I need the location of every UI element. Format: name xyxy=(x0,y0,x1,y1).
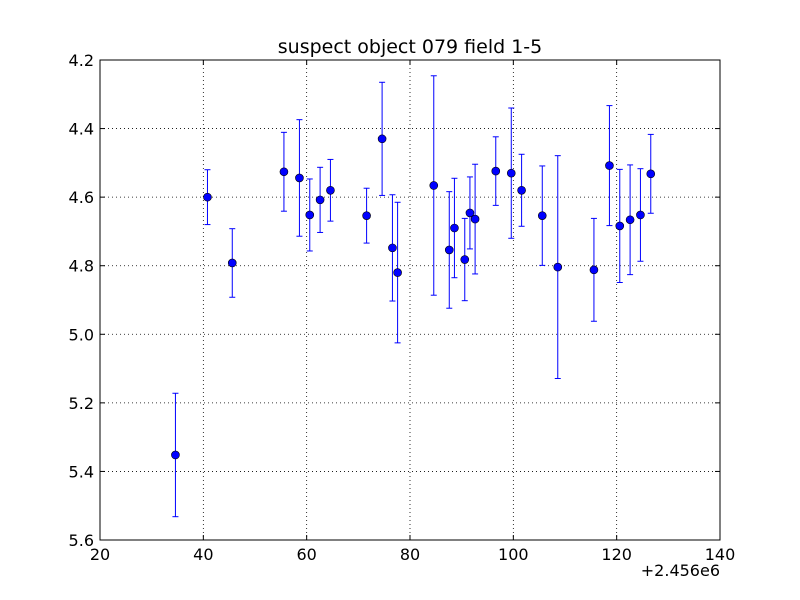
grid-layer xyxy=(100,60,720,540)
data-point xyxy=(377,134,387,144)
data-point xyxy=(444,245,454,255)
data-point xyxy=(429,181,439,190)
data-point xyxy=(279,167,289,177)
data-point xyxy=(470,214,480,224)
data-point xyxy=(636,210,645,220)
data-point xyxy=(227,258,237,268)
data-point xyxy=(646,169,656,179)
y-tick-label: 4.6 xyxy=(69,188,94,207)
y-tick-label: 5.4 xyxy=(69,462,94,481)
data-point xyxy=(605,161,614,170)
data-point xyxy=(203,192,212,202)
x-offset-label: +2.456e6 xyxy=(641,561,720,580)
tick-layer: 20 40 60 80 100 120 140 4.2 4.4 4.6 4.8 5.0 5.2 5.4 5.… xyxy=(69,51,736,564)
data-point xyxy=(465,208,475,218)
data-point xyxy=(553,262,563,272)
data-point xyxy=(491,166,501,176)
data-point xyxy=(295,173,304,183)
x-tick-label: 80 xyxy=(400,545,420,564)
data-point xyxy=(393,268,402,277)
data-point xyxy=(537,211,547,220)
y-tick-label: 4.2 xyxy=(69,51,94,70)
chart-title: suspect object 079 field 1-5 xyxy=(278,36,543,58)
x-tick-label: 120 xyxy=(601,545,632,564)
x-tick-label: 140 xyxy=(705,545,736,564)
y-tick-label: 5.0 xyxy=(69,325,94,344)
data-point xyxy=(362,211,371,220)
data-point xyxy=(305,210,315,220)
y-tick-label: 5.6 xyxy=(69,531,94,550)
data-point xyxy=(388,243,397,253)
data-point xyxy=(625,215,635,225)
data-point xyxy=(315,195,325,205)
data-point xyxy=(517,185,526,195)
data-point xyxy=(506,168,516,178)
x-tick-label: 60 xyxy=(296,545,316,564)
data-point xyxy=(615,221,625,231)
data-point xyxy=(171,450,180,460)
y-tick-label: 4.4 xyxy=(69,120,94,139)
data-point xyxy=(589,265,599,275)
x-tick-label: 100 xyxy=(498,545,529,564)
data-point xyxy=(460,255,470,264)
data-layer xyxy=(171,75,656,518)
y-tick-label: 5.2 xyxy=(69,394,94,413)
x-tick-label: 20 xyxy=(90,545,110,564)
x-tick-label: 40 xyxy=(193,545,213,564)
data-point xyxy=(326,185,335,195)
y-tick-label: 4.8 xyxy=(69,257,94,276)
data-point xyxy=(450,223,459,233)
